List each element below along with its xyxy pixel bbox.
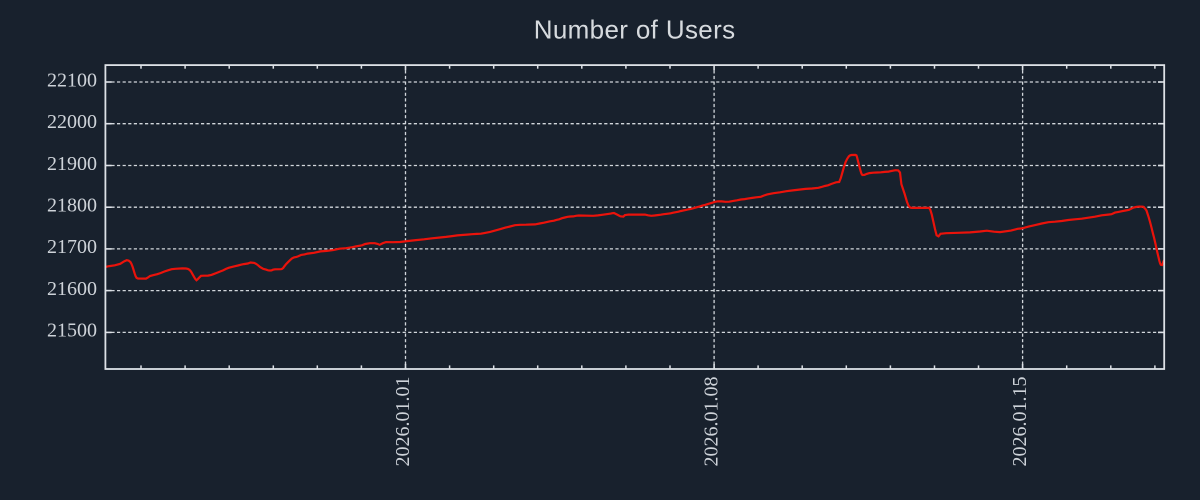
svg-text:2026.01.01: 2026.01.01: [392, 377, 414, 467]
svg-text:21700: 21700: [47, 236, 97, 258]
svg-text:2026.01.08: 2026.01.08: [700, 377, 722, 467]
svg-text:22000: 22000: [47, 111, 97, 133]
svg-text:2026.01.15: 2026.01.15: [1009, 377, 1031, 467]
svg-text:Number of Users: Number of Users: [534, 15, 736, 45]
svg-text:21800: 21800: [47, 195, 97, 217]
svg-text:22100: 22100: [47, 69, 97, 91]
svg-text:21900: 21900: [47, 153, 97, 175]
svg-text:21500: 21500: [47, 320, 97, 342]
svg-text:21600: 21600: [47, 278, 97, 300]
